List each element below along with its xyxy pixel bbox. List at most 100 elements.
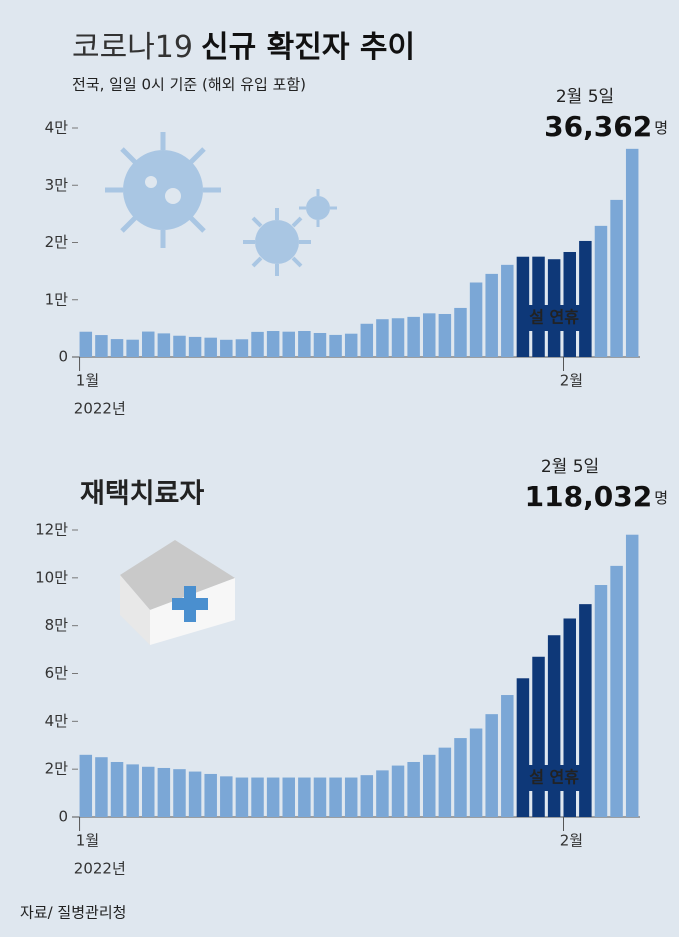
y-tick-label: 6만 xyxy=(45,664,69,682)
annotation-number: 118,032 xyxy=(525,480,653,513)
bar xyxy=(376,770,389,817)
bar xyxy=(610,565,623,817)
bar xyxy=(454,738,467,817)
bar xyxy=(501,264,514,357)
bar xyxy=(423,754,436,817)
bar xyxy=(454,307,467,357)
annotation-value: 36,362 명 xyxy=(544,110,668,143)
bar xyxy=(188,771,202,817)
bar xyxy=(516,678,530,817)
bar xyxy=(360,323,374,357)
virus-icons xyxy=(105,132,337,276)
highlight-box xyxy=(520,305,589,331)
bar xyxy=(298,330,311,357)
title-part: 신규 확진자 추이 xyxy=(201,30,415,65)
y-tick-label: 12만 xyxy=(35,521,68,539)
annotation-unit: 명 xyxy=(654,119,668,137)
bar xyxy=(407,761,420,817)
bar xyxy=(579,240,592,357)
bar xyxy=(251,331,264,357)
bar xyxy=(79,331,93,357)
bar xyxy=(532,656,545,817)
bar xyxy=(610,199,623,357)
bar xyxy=(423,313,436,357)
bar xyxy=(360,775,374,817)
x-tick-label: 2월 xyxy=(560,832,583,850)
bar xyxy=(313,777,327,817)
bar xyxy=(126,339,139,357)
highlight-label: 설 연휴 xyxy=(529,308,579,327)
title-part: 코로나19 xyxy=(72,30,193,65)
bar xyxy=(79,754,93,817)
bar xyxy=(344,777,358,817)
bar xyxy=(220,339,233,357)
bar xyxy=(251,777,264,817)
x-sublabel: 2022년 xyxy=(74,400,126,418)
bar xyxy=(329,334,342,357)
bar xyxy=(282,331,295,357)
bar xyxy=(469,282,483,357)
bar xyxy=(142,766,155,817)
bar xyxy=(142,331,155,357)
x-sublabel: 2022년 xyxy=(74,860,126,878)
y-tick-label: 2만 xyxy=(45,233,69,251)
annotation-unit: 명 xyxy=(654,489,668,507)
y-tick-label: 4만 xyxy=(45,712,69,730)
bar xyxy=(157,767,171,817)
highlight-label: 설 연휴 xyxy=(529,768,579,787)
bar xyxy=(298,777,311,817)
x-tick-label: 1월 xyxy=(76,832,99,850)
chart-title: 재택치료자 xyxy=(80,479,204,510)
y-tick-label: 10만 xyxy=(35,568,68,586)
annotation-date: 2월 5일 xyxy=(556,87,614,107)
y-tick-label: 4만 xyxy=(45,119,69,137)
bar xyxy=(579,604,592,817)
bar xyxy=(625,148,639,357)
bar xyxy=(391,318,405,357)
bar xyxy=(313,332,327,357)
bar xyxy=(95,335,108,357)
highlight-box xyxy=(520,765,589,791)
bar xyxy=(469,728,483,817)
bar xyxy=(594,225,608,357)
y-tick-label: 0 xyxy=(58,808,68,826)
bar xyxy=(485,273,498,357)
bar xyxy=(220,776,233,817)
x-tick-label: 1월 xyxy=(76,372,99,390)
bar xyxy=(594,585,608,817)
subtitle: 전국, 일일 0시 기준 (해외 유입 포함) xyxy=(72,76,306,94)
bar xyxy=(157,333,171,357)
x-tick-label: 2월 xyxy=(560,372,583,390)
y-tick-label: 8만 xyxy=(45,616,69,634)
bar xyxy=(173,769,186,817)
y-tick-label: 0 xyxy=(58,348,68,366)
bar xyxy=(282,777,295,817)
chart-title: 코로나19 신규 확진자 추이 xyxy=(72,30,415,65)
bar xyxy=(438,747,452,817)
bar xyxy=(235,777,249,817)
y-tick-label: 1만 xyxy=(45,290,69,308)
bar xyxy=(126,764,139,817)
annotation-value: 118,032 명 xyxy=(525,480,668,513)
bar xyxy=(235,339,249,357)
bar xyxy=(407,316,420,357)
bar xyxy=(204,337,217,357)
bar xyxy=(391,765,405,817)
bar xyxy=(625,534,639,817)
y-tick-label: 3만 xyxy=(45,176,69,194)
bar xyxy=(329,777,342,817)
bar xyxy=(563,251,576,357)
bar xyxy=(95,757,108,817)
bar xyxy=(438,313,452,357)
source: 자료/ 질병관리청 xyxy=(20,904,126,922)
bar xyxy=(501,695,514,817)
bar xyxy=(266,777,280,817)
y-tick-label: 2만 xyxy=(45,760,69,778)
bar xyxy=(376,319,389,357)
bar xyxy=(204,773,217,817)
bar xyxy=(188,336,202,357)
bar xyxy=(173,335,186,357)
bar xyxy=(110,339,124,357)
house-icon xyxy=(120,540,235,645)
